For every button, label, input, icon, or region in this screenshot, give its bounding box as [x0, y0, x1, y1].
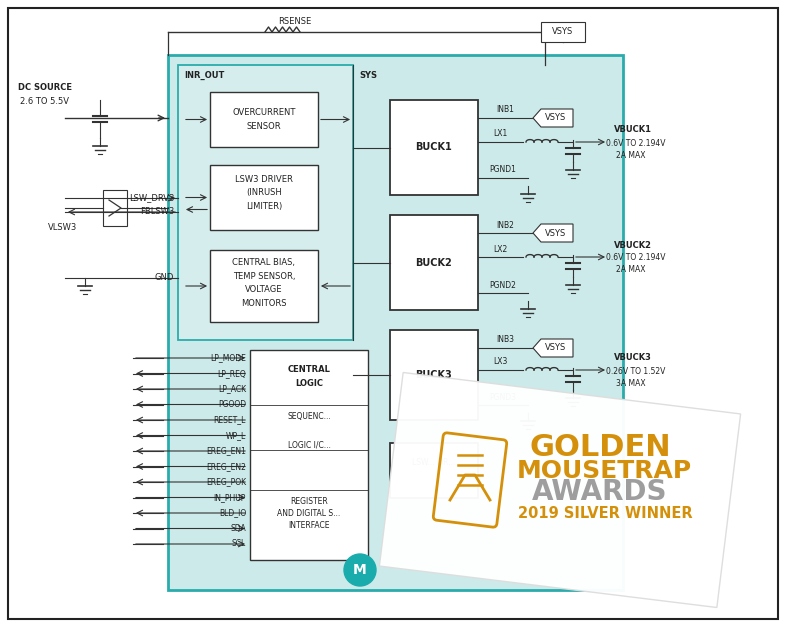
- Text: BUCK1: BUCK1: [416, 142, 453, 152]
- Text: LOGIC: LOGIC: [295, 379, 323, 387]
- Text: DC SOURCE: DC SOURCE: [18, 83, 72, 93]
- Text: CENTRAL BIAS,: CENTRAL BIAS,: [233, 258, 296, 268]
- Text: SDA: SDA: [230, 524, 246, 533]
- Text: INR_OUT: INR_OUT: [184, 70, 224, 80]
- Polygon shape: [380, 372, 740, 608]
- Text: RESET_L: RESET_L: [214, 416, 246, 424]
- Bar: [390, 443, 478, 498]
- Text: INB2: INB2: [496, 221, 514, 229]
- Text: WP_L: WP_L: [226, 431, 246, 440]
- Circle shape: [344, 554, 376, 586]
- Text: LP_MODE: LP_MODE: [210, 354, 246, 362]
- Bar: [541, 22, 585, 42]
- Text: EREG_EN1: EREG_EN1: [206, 446, 246, 455]
- Bar: [210, 250, 318, 322]
- Text: OVERCURRENT: OVERCURRENT: [233, 108, 296, 117]
- Text: VSYS: VSYS: [545, 344, 567, 352]
- Text: IN_PHUP: IN_PHUP: [214, 493, 246, 502]
- Text: GND: GND: [155, 273, 174, 283]
- Text: 0.6V TO 2.194V: 0.6V TO 2.194V: [606, 139, 666, 147]
- Text: VSYS: VSYS: [545, 113, 567, 122]
- Bar: [390, 215, 478, 310]
- Text: EREG_EN2: EREG_EN2: [206, 462, 246, 471]
- Text: RSENSE: RSENSE: [278, 18, 311, 26]
- Text: 0.26V TO 1.52V: 0.26V TO 1.52V: [606, 367, 666, 376]
- Text: VSYS: VSYS: [545, 228, 567, 238]
- Text: INTERFACE: INTERFACE: [288, 520, 330, 529]
- Text: 2A MAX: 2A MAX: [616, 265, 646, 275]
- Text: BUCK2: BUCK2: [416, 258, 453, 268]
- Text: (INRUSH: (INRUSH: [246, 189, 282, 198]
- Text: FBLSW3: FBLSW3: [140, 208, 174, 216]
- Text: TEMP SENSOR,: TEMP SENSOR,: [233, 271, 296, 280]
- Text: AND DIGITAL S...: AND DIGITAL S...: [277, 508, 340, 517]
- Text: INB3: INB3: [496, 335, 514, 344]
- Text: 2019 SILVER WINNER: 2019 SILVER WINNER: [518, 507, 692, 522]
- Text: LX2: LX2: [493, 245, 507, 253]
- Text: PGOOD: PGOOD: [218, 400, 246, 409]
- Polygon shape: [533, 109, 573, 127]
- Text: MONITORS: MONITORS: [241, 300, 287, 308]
- Text: VLSW3: VLSW3: [48, 223, 77, 233]
- Text: VBUCK1: VBUCK1: [614, 125, 652, 135]
- Bar: [250, 350, 368, 560]
- Polygon shape: [533, 339, 573, 357]
- Text: PGND1: PGND1: [490, 166, 516, 174]
- Text: LSW3 DRIVER: LSW3 DRIVER: [235, 176, 293, 184]
- Text: M: M: [353, 563, 367, 577]
- Bar: [103, 190, 127, 226]
- Text: LSW_DRV3: LSW_DRV3: [129, 194, 174, 203]
- Text: VOLTAGE: VOLTAGE: [245, 285, 283, 295]
- Text: VBUCK3: VBUCK3: [614, 354, 652, 362]
- Text: PGND3: PGND3: [490, 393, 516, 401]
- Text: VSYS: VSYS: [553, 28, 574, 36]
- Text: LX3: LX3: [493, 357, 507, 367]
- Text: SCL: SCL: [232, 539, 246, 549]
- Text: PGND2: PGND2: [490, 280, 516, 290]
- Text: LOGIC I/C...: LOGIC I/C...: [288, 441, 330, 450]
- Bar: [168, 55, 623, 590]
- Text: 2.6 TO 5.5V: 2.6 TO 5.5V: [20, 97, 69, 105]
- Bar: [390, 100, 478, 195]
- Text: LP_ACK: LP_ACK: [218, 384, 246, 394]
- Text: EREG_POK: EREG_POK: [206, 478, 246, 487]
- Text: LX1: LX1: [493, 130, 507, 139]
- Text: SEQUENC...: SEQUENC...: [287, 413, 331, 421]
- Text: LIMITER): LIMITER): [246, 203, 282, 211]
- Text: GOLDEN: GOLDEN: [529, 433, 670, 463]
- Text: 0.6V TO 2.194V: 0.6V TO 2.194V: [606, 253, 666, 263]
- Bar: [210, 92, 318, 147]
- Polygon shape: [533, 224, 573, 242]
- Text: SENSOR: SENSOR: [247, 122, 281, 131]
- Text: 2A MAX: 2A MAX: [616, 150, 646, 159]
- Text: MOUSETRAP: MOUSETRAP: [516, 459, 692, 483]
- Text: VBUCK2: VBUCK2: [614, 241, 652, 250]
- Text: REGISTER: REGISTER: [290, 497, 328, 507]
- Text: 3A MAX: 3A MAX: [616, 379, 646, 387]
- Text: LP_REQ: LP_REQ: [217, 369, 246, 378]
- Text: BLD_IO: BLD_IO: [219, 508, 246, 517]
- Bar: [178, 65, 353, 340]
- Text: BUCK3: BUCK3: [416, 370, 453, 380]
- Text: CENTRAL: CENTRAL: [288, 366, 330, 374]
- Bar: [210, 165, 318, 230]
- Text: LSW... DR...: LSW... DR...: [413, 458, 456, 467]
- Text: SYS: SYS: [359, 70, 377, 80]
- Bar: [390, 330, 478, 420]
- Text: AWARDS: AWARDS: [532, 478, 668, 506]
- Text: INB1: INB1: [496, 105, 514, 115]
